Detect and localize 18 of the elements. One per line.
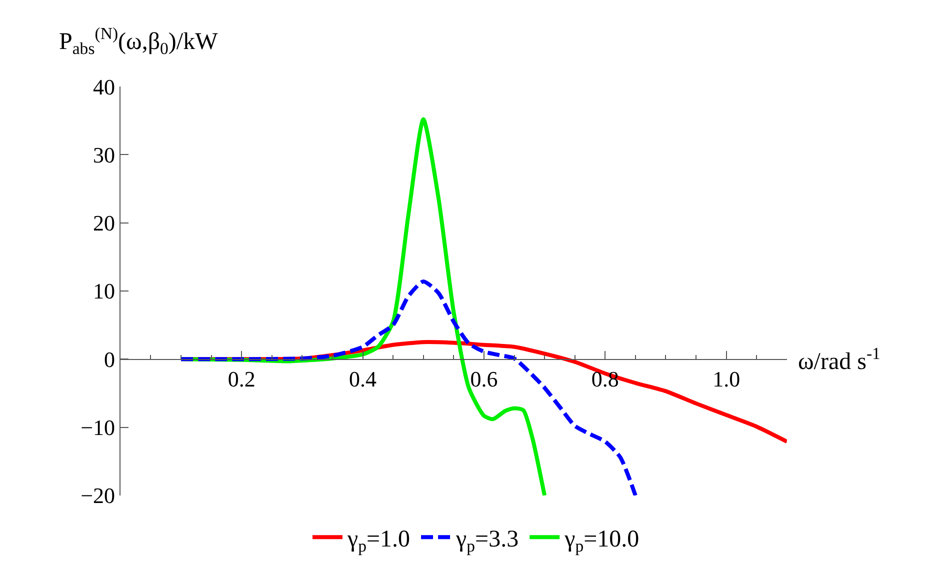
y-tick-label: 30: [93, 142, 116, 168]
y-tick-label: 10: [93, 278, 116, 304]
y-tick-label: 20: [93, 210, 116, 236]
x-tick-label: 1.0: [712, 366, 740, 392]
y-tick-label: 0: [104, 346, 116, 372]
x-tick-label: 0.6: [470, 366, 498, 392]
x-axis-title: ω/rad s$^{-1}$: [798, 344, 880, 376]
y-axis-title: P$_{abs}$$^{(N)}$(ω,β$_{0}$)/kW: [59, 24, 218, 58]
legend-label: γ$_{p}$=3.3: [455, 526, 519, 556]
legend-label: γ$_{p}$=10.0: [564, 526, 640, 556]
legend-label: γ$_{p}$=1.0: [346, 526, 410, 556]
x-tick-label: 0.2: [228, 366, 256, 392]
y-tick-label: −20: [80, 483, 116, 508]
y-tick-label: −10: [80, 414, 116, 440]
y-tick-label: 40: [93, 74, 116, 100]
x-tick-label: 0.8: [591, 366, 619, 392]
x-tick-label: 0.4: [349, 366, 377, 392]
line-series: [179, 279, 638, 496]
